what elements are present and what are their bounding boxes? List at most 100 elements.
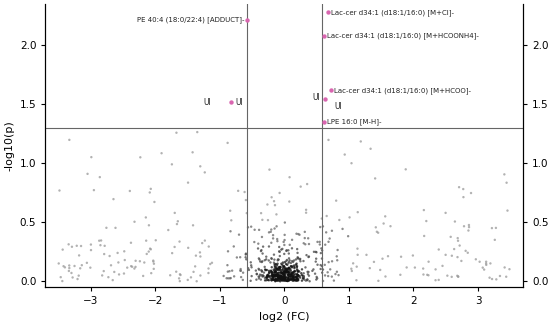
Text: UI: UI [312,93,320,102]
Point [293,255,302,260]
Point [283,266,291,272]
Point [309,267,318,272]
Point [486,261,495,266]
Point [259,270,268,275]
Point [265,274,274,280]
Point [285,242,294,247]
Point [278,277,286,283]
Point [268,274,277,279]
Point [130,219,139,224]
Point [316,266,325,272]
Point [352,264,361,269]
Point [503,208,512,213]
Point [279,264,288,269]
Point [247,274,256,279]
Point [279,267,288,272]
Point [268,270,277,275]
Point [276,273,285,278]
Point [278,274,287,280]
Point [447,253,456,258]
Point [254,246,263,251]
Point [327,228,336,233]
Point [280,272,289,277]
Point [275,278,284,283]
Point [286,274,295,279]
Point [289,274,298,279]
Point [304,269,313,274]
Point [270,266,279,272]
Point [284,266,293,272]
Point [277,275,286,280]
Point [317,216,326,221]
Point [396,272,405,277]
Point [302,277,311,282]
Point [269,271,278,276]
Point [287,264,296,269]
Point [293,273,302,278]
Point [310,249,319,254]
Point [173,221,181,227]
Point [457,258,466,263]
Point [267,256,276,261]
Point [269,260,278,265]
Point [264,258,273,263]
Point [272,269,280,274]
Point [280,260,289,265]
Point [168,250,176,256]
Point [145,246,154,251]
Point [280,263,289,269]
Point [157,151,166,156]
Point [505,267,514,272]
Point [260,264,269,270]
Point [219,274,228,279]
Point [303,269,312,274]
Point [274,257,283,262]
Point [303,277,312,282]
Point [378,256,387,261]
Point [204,266,213,271]
Point [379,221,388,226]
Point [223,140,232,145]
Point [276,276,285,281]
Point [434,277,443,283]
Point [147,271,155,276]
Point [284,276,293,281]
Point [381,214,390,219]
Point [302,210,311,215]
Point [259,274,268,279]
Point [65,265,74,271]
Point [285,270,294,275]
Point [227,99,236,105]
Point [280,237,289,243]
Point [347,161,356,166]
Point [290,273,299,278]
Point [311,259,320,264]
Point [67,244,76,249]
Point [312,250,321,255]
Point [318,270,327,275]
Point [223,269,232,274]
Point [274,278,283,283]
Point [270,257,279,262]
Point [316,250,325,256]
Point [273,266,281,272]
Point [288,259,296,264]
Point [164,228,173,233]
Point [286,260,295,266]
Point [276,275,285,280]
Point [264,272,273,277]
Point [65,268,74,274]
Point [273,274,281,279]
Point [73,276,82,282]
Point [324,270,332,275]
Point [302,182,311,187]
Point [286,264,295,269]
Point [291,277,300,282]
Point [269,273,278,278]
Point [305,279,314,284]
Point [263,267,272,273]
Point [353,210,362,215]
Point [290,276,299,281]
Point [284,251,293,256]
Point [288,270,296,275]
